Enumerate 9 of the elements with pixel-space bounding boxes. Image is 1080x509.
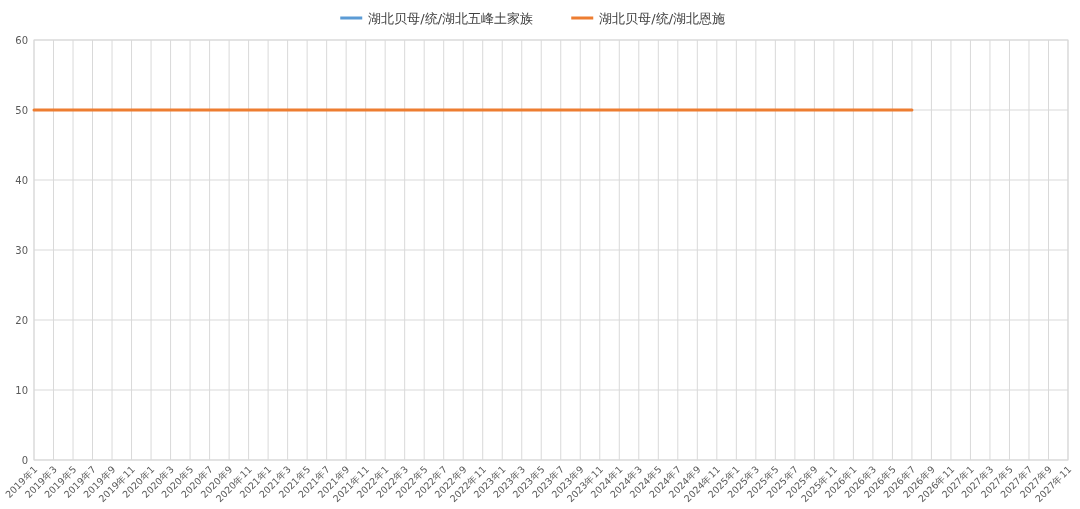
y-tick-label: 10 <box>15 385 28 396</box>
y-tick-label: 40 <box>15 175 28 186</box>
y-tick-label: 0 <box>21 455 28 466</box>
y-tick-label: 20 <box>15 315 28 326</box>
legend-label: 湖北贝母/统/湖北恩施 <box>599 11 726 26</box>
y-tick-label: 60 <box>15 35 28 46</box>
y-tick-label: 30 <box>15 245 28 256</box>
legend-label: 湖北贝母/统/湖北五峰土家族 <box>368 11 534 26</box>
y-tick-label: 50 <box>15 105 28 116</box>
